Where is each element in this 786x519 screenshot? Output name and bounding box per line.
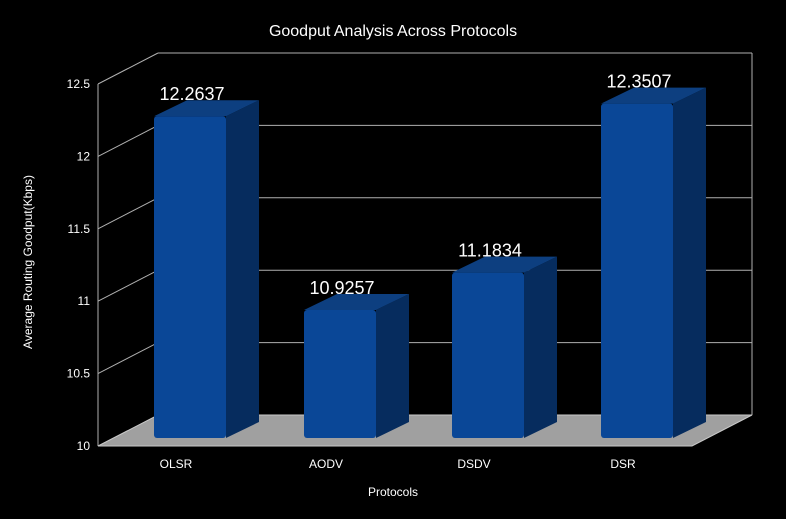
y-axis-label: Average Routing Goodput(Kbps) [21,175,35,349]
y-tick-label: 10 [77,439,91,453]
bars: 12.2637 10.9257 11.1834 12.3507 [154,72,706,438]
chart-title: Goodput Analysis Across Protocols [269,23,517,40]
bar-front-face [304,309,376,438]
bar-side-face [524,256,557,438]
data-label: 10.9257 [309,278,374,298]
y-tick-label: 10.5 [67,367,91,381]
bar-side-face [673,87,706,438]
bar-aodv: 10.9257 [304,278,409,438]
floor-plane [97,414,753,447]
gridline-side [97,52,159,85]
gridline-side [97,124,159,157]
bar-side-face [226,100,259,438]
x-tick-label: AODV [309,457,343,471]
y-tick-label: 12.5 [67,77,91,91]
bar-front-face [452,272,524,438]
gridline-side [97,197,159,230]
bar-top-face [601,87,706,104]
bar-front-face [154,116,226,438]
gridline-side [97,342,159,375]
x-tick-label: DSDV [457,457,490,471]
data-label: 12.2637 [159,84,224,104]
gridline-side [97,269,159,302]
bar-top-face [452,256,557,273]
bar-top-face [304,293,409,310]
bar-front-face [601,103,673,438]
data-label: 12.3507 [606,72,671,92]
bar-top-face [154,100,259,117]
x-axis-categories: OLSR AODV DSDV DSR [160,457,636,471]
bar-dsr: 12.3507 [601,72,706,438]
y-tick-label: 11 [78,294,91,308]
bar-side-face [376,293,409,438]
y-tick-label: 11.5 [68,222,91,236]
x-tick-label: OLSR [160,457,193,471]
data-label: 11.1834 [458,241,522,261]
y-axis-ticks: 10 10.5 11 11.5 12 12.5 [67,77,91,453]
x-axis-label: Protocols [368,485,418,499]
bar-dsdv: 11.1834 [452,241,557,438]
bar-olsr: 12.2637 [154,84,259,438]
y-tick-label: 12 [77,149,91,163]
x-tick-label: DSR [610,457,636,471]
plot-floor [97,414,753,447]
